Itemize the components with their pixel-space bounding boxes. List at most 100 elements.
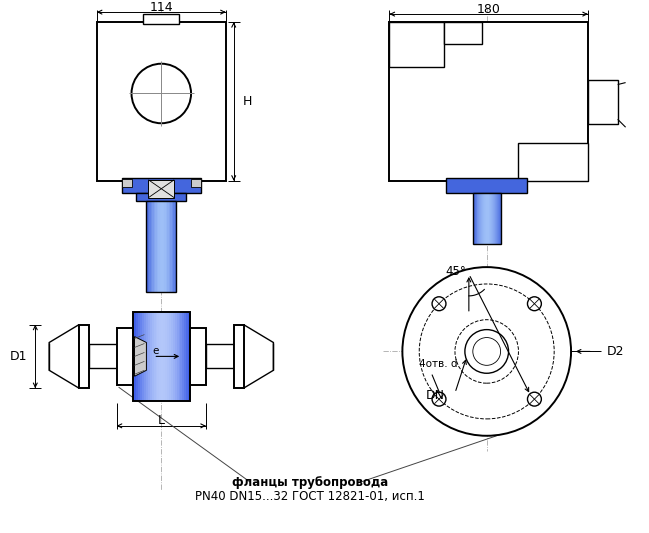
Bar	[491, 193, 493, 244]
Bar	[486, 193, 487, 244]
Bar	[165, 200, 167, 292]
Bar	[79, 325, 89, 388]
Bar	[142, 312, 145, 401]
Bar	[150, 312, 153, 401]
Bar	[149, 200, 151, 292]
Bar	[482, 193, 484, 244]
Circle shape	[528, 297, 541, 311]
Bar	[191, 179, 201, 187]
Bar	[165, 312, 167, 401]
Bar	[480, 193, 481, 244]
Bar	[169, 312, 171, 401]
Bar	[485, 193, 486, 244]
Bar	[148, 312, 151, 401]
Bar	[473, 193, 500, 244]
Bar	[175, 200, 177, 292]
Bar	[487, 193, 488, 244]
Bar	[173, 200, 175, 292]
Bar	[498, 193, 500, 244]
Circle shape	[432, 297, 446, 311]
Bar	[178, 312, 181, 401]
Bar	[154, 312, 156, 401]
Bar	[389, 22, 444, 67]
Circle shape	[432, 392, 446, 406]
Bar	[489, 193, 490, 244]
Bar	[117, 328, 132, 385]
Bar	[167, 200, 169, 292]
Bar	[151, 200, 153, 292]
Bar	[132, 312, 135, 401]
Bar	[160, 312, 162, 401]
Bar	[483, 193, 484, 244]
Bar	[172, 200, 174, 292]
Bar	[147, 200, 149, 292]
Polygon shape	[134, 336, 147, 376]
Bar	[190, 328, 206, 385]
Bar	[180, 312, 183, 401]
Bar	[186, 312, 189, 401]
Text: e: e	[153, 346, 159, 357]
Bar	[162, 200, 164, 292]
Bar	[444, 22, 482, 44]
Bar	[162, 312, 164, 401]
Bar	[157, 200, 159, 292]
Bar	[149, 180, 174, 198]
Bar	[173, 312, 175, 401]
Bar	[474, 193, 476, 244]
Text: D2: D2	[607, 345, 624, 358]
Bar	[170, 200, 172, 292]
Bar	[132, 312, 190, 401]
Text: 114: 114	[149, 1, 173, 14]
Text: L: L	[158, 414, 165, 427]
Bar	[163, 312, 165, 401]
Text: фланцы трубопровода: фланцы трубопровода	[232, 476, 388, 489]
Bar	[136, 312, 139, 401]
Bar	[493, 193, 495, 244]
Text: 180: 180	[477, 3, 500, 15]
Bar	[148, 200, 150, 292]
Bar	[146, 312, 149, 401]
Bar	[476, 193, 477, 244]
Bar	[588, 79, 618, 124]
Bar	[478, 193, 480, 244]
Bar	[494, 193, 496, 244]
Circle shape	[465, 329, 509, 373]
Bar	[175, 312, 177, 401]
Bar	[519, 143, 588, 181]
Bar	[206, 344, 234, 368]
Text: D1: D1	[10, 350, 27, 363]
Bar	[498, 193, 499, 244]
Bar	[474, 193, 475, 244]
Bar	[481, 193, 483, 244]
Bar	[188, 312, 191, 401]
Bar	[495, 193, 496, 244]
Bar	[134, 312, 137, 401]
Bar	[160, 200, 162, 292]
Bar	[155, 200, 157, 292]
Polygon shape	[49, 325, 79, 388]
Bar	[138, 312, 141, 401]
Bar	[480, 193, 482, 244]
Bar	[147, 200, 176, 292]
Bar	[136, 193, 186, 200]
Circle shape	[132, 64, 191, 123]
Text: 45°: 45°	[445, 264, 466, 278]
Bar	[500, 193, 501, 244]
Bar	[182, 312, 185, 401]
Bar	[491, 193, 492, 244]
Bar	[121, 178, 201, 193]
Bar	[487, 193, 489, 244]
Bar	[389, 22, 588, 181]
Bar	[156, 312, 158, 401]
Bar	[473, 193, 474, 244]
Bar	[97, 22, 226, 181]
Bar	[163, 200, 165, 292]
Bar	[140, 312, 143, 401]
Bar	[489, 193, 491, 244]
Bar	[143, 14, 179, 24]
Bar	[446, 178, 528, 193]
Bar	[89, 344, 117, 368]
Bar	[158, 200, 160, 292]
Bar	[497, 193, 498, 244]
Text: PN40 DN15...32 ГОСТ 12821-01, исп.1: PN40 DN15...32 ГОСТ 12821-01, исп.1	[195, 490, 425, 503]
